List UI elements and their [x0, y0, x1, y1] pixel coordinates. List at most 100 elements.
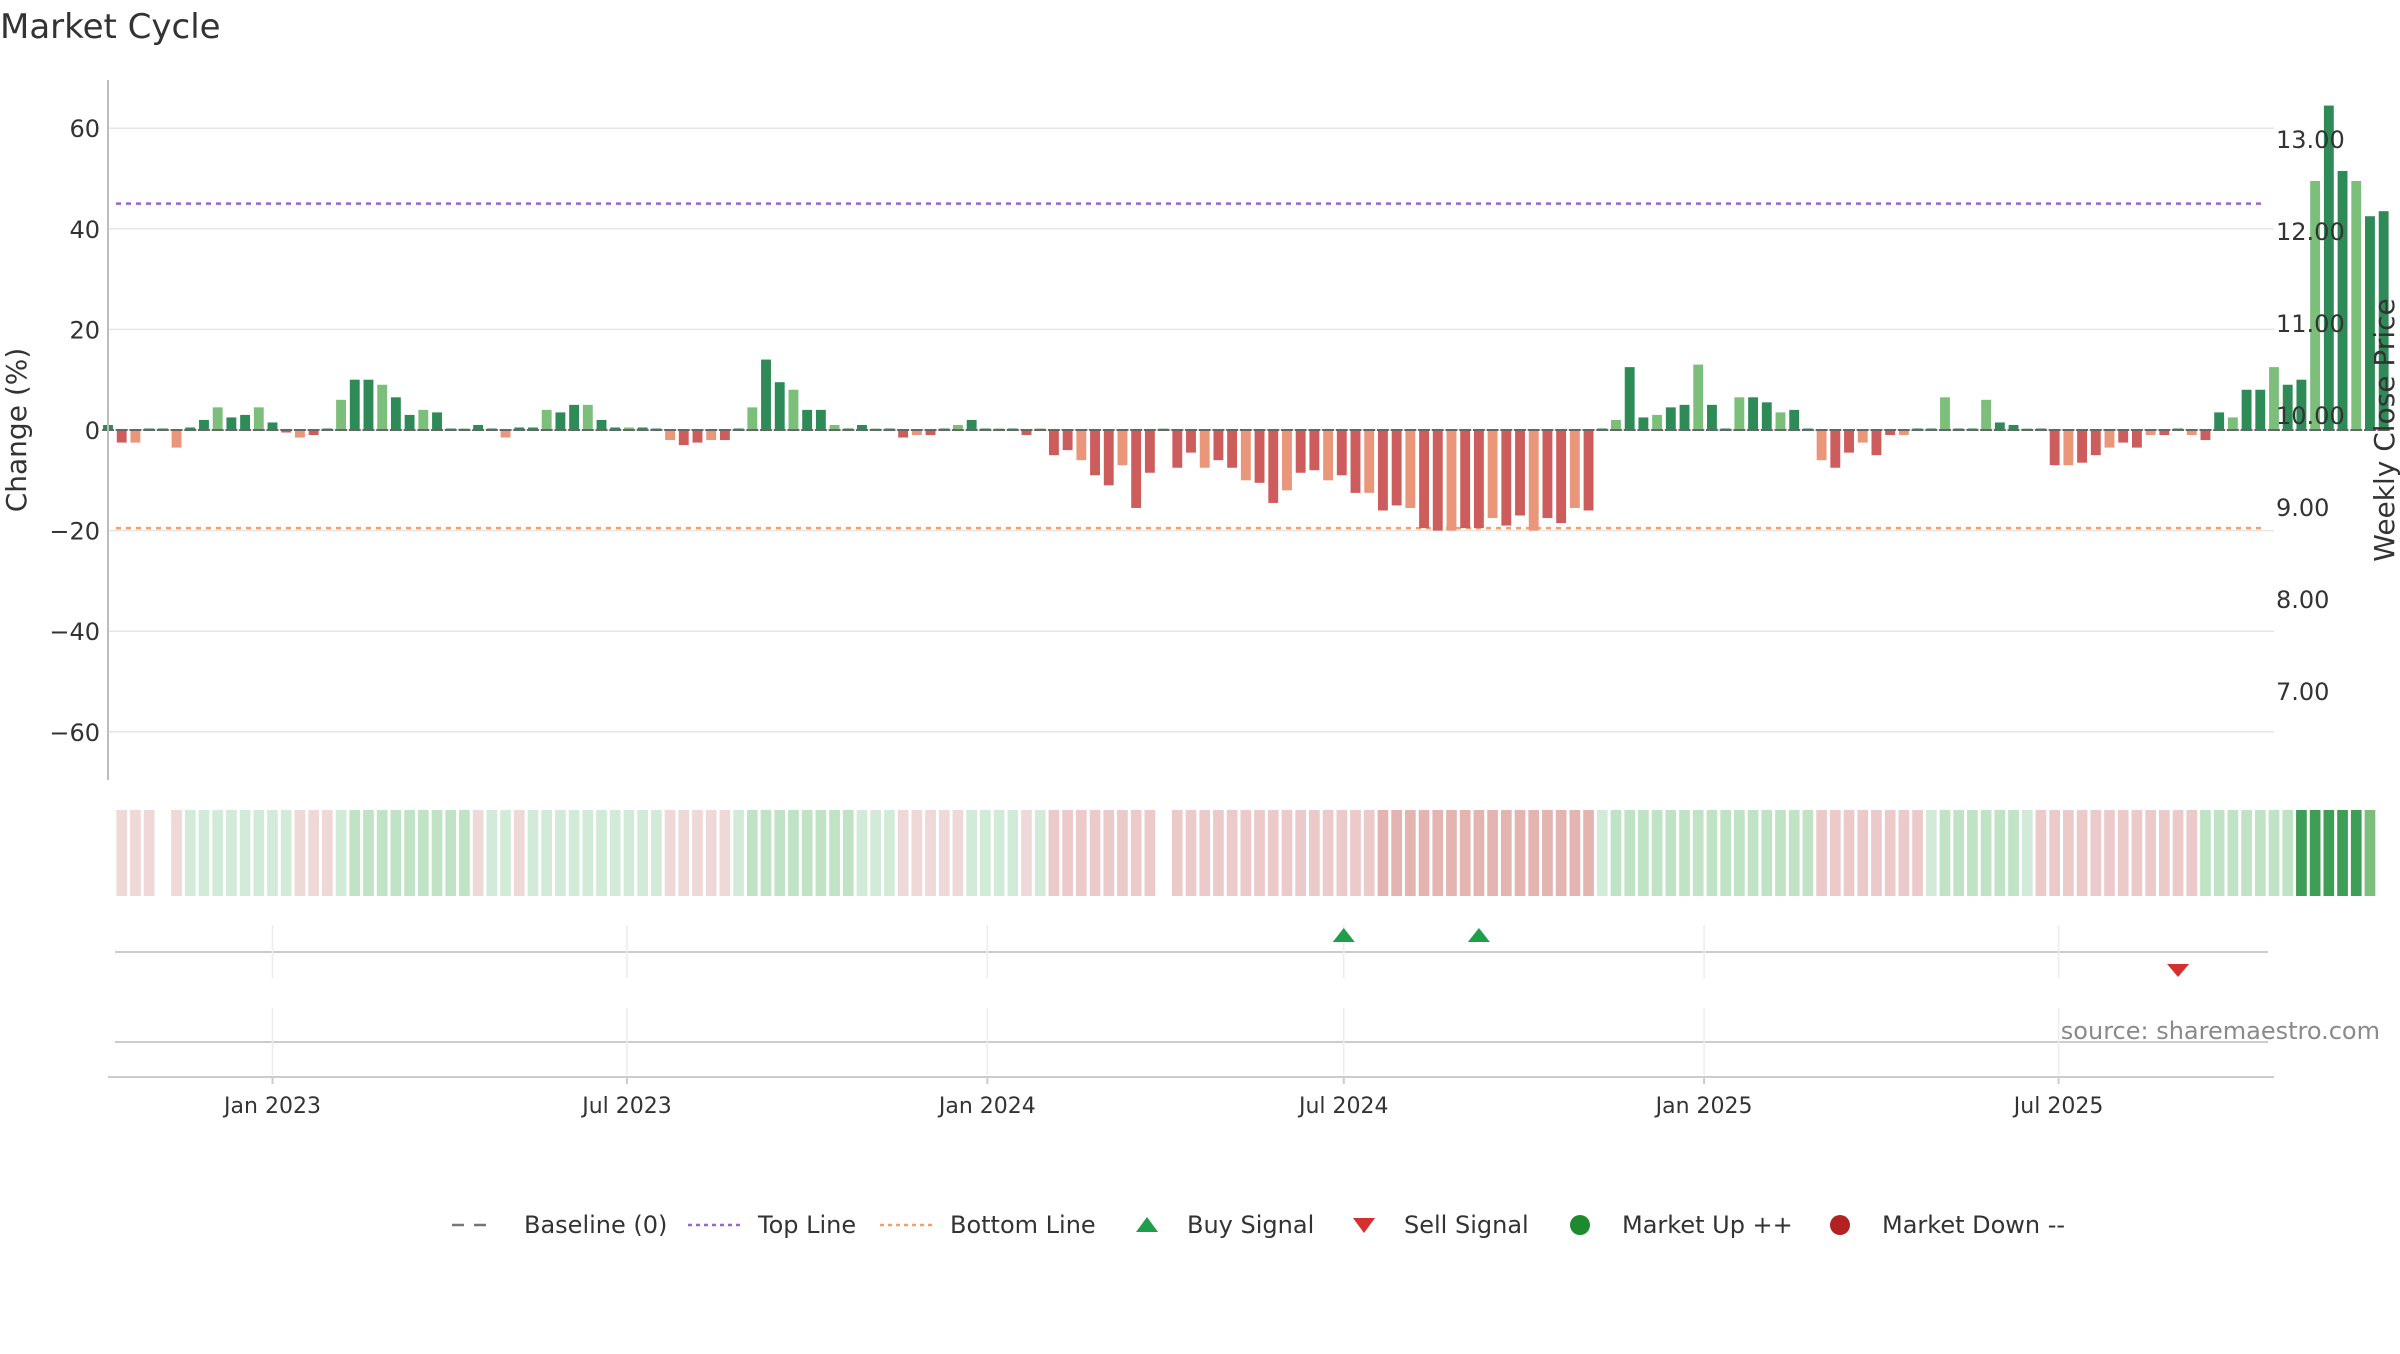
change-bar — [1309, 430, 1320, 471]
strength-cell — [856, 810, 868, 896]
change-bar — [1377, 430, 1388, 511]
strength-cell — [1185, 810, 1197, 896]
strength-cell — [1267, 810, 1279, 896]
strength-cell — [1734, 810, 1745, 896]
change-bar — [171, 430, 182, 448]
strength-cell — [500, 810, 511, 896]
strength-cell — [1514, 810, 1526, 896]
change-bars — [102, 105, 2390, 531]
y-tick-label-right: 8.00 — [2276, 586, 2329, 614]
strength-cell — [541, 810, 553, 896]
strength-cell — [596, 810, 607, 896]
strength-cell — [1665, 810, 1677, 896]
strength-cell — [1679, 810, 1690, 896]
legend-item: Market Down -- — [1830, 1211, 2065, 1239]
y-tick-label-left: 40 — [69, 216, 100, 244]
change-bar — [678, 430, 689, 446]
strength-cell — [1624, 810, 1636, 896]
legend-label: Market Up ++ — [1622, 1211, 1793, 1239]
strength-cell — [637, 810, 648, 896]
change-bar — [1432, 430, 1443, 531]
strength-cell — [1350, 810, 1361, 896]
y-tick-label-right: 12.00 — [2276, 218, 2345, 246]
strength-cell — [1651, 810, 1663, 896]
change-bar — [1460, 430, 1471, 529]
strength-cell — [1240, 810, 1252, 896]
strength-cell — [2117, 810, 2129, 896]
y-tick-label-right: 9.00 — [2276, 494, 2329, 522]
y-tick-label-left: −40 — [49, 618, 100, 646]
change-bar — [404, 414, 415, 430]
change-bar — [226, 417, 237, 430]
strength-cell — [171, 810, 182, 896]
change-bar — [2131, 430, 2142, 448]
strength-cell — [1007, 810, 1019, 896]
change-bar — [1227, 430, 1238, 468]
strength-cell — [267, 810, 278, 896]
legend-label: Buy Signal — [1187, 1211, 1314, 1239]
strength-cell — [1117, 810, 1128, 896]
change-bar — [1405, 430, 1416, 508]
strength-cell — [1720, 810, 1731, 896]
change-bar — [432, 412, 442, 430]
strength-cell — [1103, 810, 1115, 896]
strength-cell — [733, 810, 744, 896]
change-bar — [898, 430, 909, 438]
legend-item: Top Line — [688, 1211, 856, 1239]
strength-cell — [2145, 810, 2156, 896]
strength-cell — [815, 810, 827, 896]
strength-cell — [1802, 810, 1814, 896]
strength-cell — [1377, 810, 1389, 896]
change-bar — [1569, 430, 1580, 508]
strength-cell — [486, 810, 498, 896]
strength-cell — [870, 810, 882, 896]
strength-cell — [1829, 810, 1841, 896]
strength-cell — [1213, 810, 1224, 896]
strength-cell — [1569, 810, 1581, 896]
change-bar — [116, 430, 127, 443]
strength-cell — [1843, 810, 1855, 896]
change-bar — [747, 407, 758, 430]
strength-cell — [2309, 810, 2321, 896]
change-bar — [1021, 430, 1032, 436]
strength-cell — [1884, 810, 1896, 896]
strength-cell — [2158, 810, 2170, 896]
change-bar — [253, 407, 264, 430]
change-bar — [788, 389, 799, 430]
change-bar — [130, 430, 141, 443]
strength-cell — [1980, 810, 1992, 896]
change-bar — [2090, 430, 2101, 456]
y-axis-title-right: Weekly Close Price — [2368, 298, 2400, 561]
strength-cell — [376, 810, 388, 896]
strength-cell — [1062, 810, 1073, 896]
strength-cell — [404, 810, 415, 896]
strength-cell — [472, 810, 484, 896]
strength-cell — [1336, 810, 1348, 896]
strength-cell — [417, 810, 429, 896]
change-bar — [1556, 430, 1567, 524]
strength-cell — [1363, 810, 1375, 896]
strength-cell — [335, 810, 347, 896]
change-bar — [1336, 430, 1347, 476]
strength-cell — [1692, 810, 1704, 896]
strength-cell — [1199, 810, 1211, 896]
strength-cell — [2350, 810, 2362, 896]
strength-cell — [1994, 810, 2006, 896]
change-bar — [2008, 424, 2019, 430]
strength-cell — [2323, 810, 2335, 896]
strength-cell — [582, 810, 594, 896]
strength-cell — [2104, 810, 2115, 896]
strength-cell — [1871, 810, 1882, 896]
strength-cell — [390, 810, 402, 896]
strength-cell — [1281, 810, 1293, 896]
change-bar — [1131, 430, 1142, 508]
change-bar — [1871, 430, 1882, 456]
change-bar — [1734, 397, 1745, 430]
x-tick-label: Jan 2025 — [1654, 1094, 1753, 1119]
strength-cell — [774, 810, 786, 896]
x-tick-label: Jul 2024 — [1297, 1094, 1389, 1119]
change-bar — [267, 422, 278, 430]
strength-cell — [1130, 810, 1142, 896]
change-bar — [199, 419, 209, 430]
chart-title: Market Cycle — [0, 7, 221, 47]
